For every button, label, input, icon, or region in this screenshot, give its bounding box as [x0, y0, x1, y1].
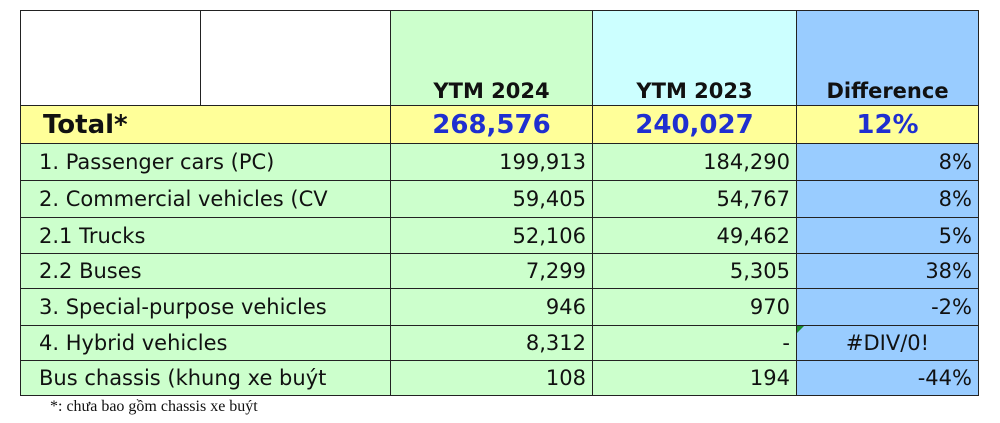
- cell-value: 54,767: [592, 180, 797, 218]
- column-header: Difference: [796, 10, 979, 106]
- column-header: YTM 2024: [390, 10, 593, 106]
- column-header: YTM 2023: [592, 10, 797, 106]
- cell-value: 5,305: [592, 253, 797, 289]
- header-blank: [20, 10, 201, 106]
- cell-value: #DIV/0!: [796, 325, 979, 361]
- cell-value: 59,405: [390, 180, 593, 218]
- cell-value: 52,106: [390, 217, 593, 254]
- error-indicator: [797, 326, 804, 333]
- row-label: 1. Passenger cars (PC): [20, 143, 391, 181]
- footnote: *: chưa bao gồm chassis xe buýt: [50, 398, 258, 415]
- row-label: 2. Commercial vehicles (CV: [20, 180, 391, 218]
- total-label: Total*: [20, 105, 391, 144]
- total-value: 240,027: [592, 105, 797, 144]
- cell-value: 38%: [796, 253, 979, 289]
- row-label: 2.2 Buses: [20, 253, 391, 289]
- row-label: 4. Hybrid vehicles: [20, 325, 391, 361]
- cell-value: -2%: [796, 288, 979, 326]
- cell-value: 8%: [796, 180, 979, 218]
- cell-value: -: [592, 325, 797, 361]
- cell-value: 194: [592, 360, 797, 396]
- cell-value: 8,312: [390, 325, 593, 361]
- cell-value: 108: [390, 360, 593, 396]
- row-label: 3. Special-purpose vehicles: [20, 288, 391, 326]
- total-value: 268,576: [390, 105, 593, 144]
- cell-value: 5%: [796, 217, 979, 254]
- total-value: 12%: [796, 105, 979, 144]
- row-label: Bus chassis (khung xe buýt: [20, 360, 391, 396]
- cell-value: 184,290: [592, 143, 797, 181]
- cell-value: 970: [592, 288, 797, 326]
- cell-value: -44%: [796, 360, 979, 396]
- cell-value: 8%: [796, 143, 979, 181]
- row-label: 2.1 Trucks: [20, 217, 391, 254]
- cell-value: 49,462: [592, 217, 797, 254]
- cell-value: 7,299: [390, 253, 593, 289]
- cell-value: 946: [390, 288, 593, 326]
- cell-value: 199,913: [390, 143, 593, 181]
- header-blank: [200, 10, 391, 106]
